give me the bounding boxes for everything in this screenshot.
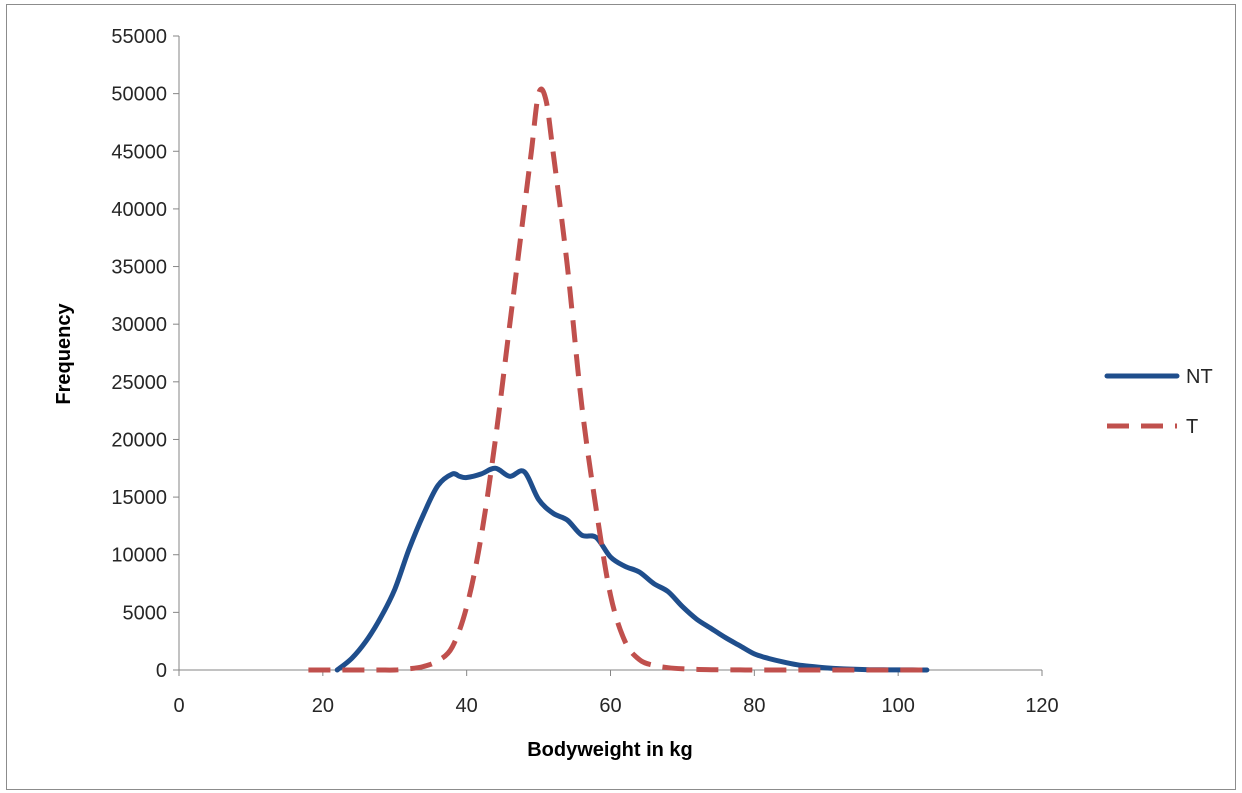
y-tick-label: 0 (156, 660, 167, 682)
legend-label-t: T (1186, 416, 1198, 438)
x-tick-label: 100 (881, 695, 914, 717)
x-tick-label: 80 (743, 695, 765, 717)
y-tick-label: 25000 (111, 372, 167, 394)
y-tick-label: 35000 (111, 257, 167, 279)
y-tick-label: 20000 (111, 429, 167, 451)
y-tick-label: 30000 (111, 314, 167, 336)
x-axis-ticks: 0 20 40 60 80 100 120 (173, 670, 1059, 717)
series-line-t (308, 86, 927, 673)
y-tick-label: 10000 (111, 545, 167, 567)
y-tick-label: 5000 (123, 602, 168, 624)
legend-label-nt: NT (1186, 366, 1213, 388)
y-tick-label: 15000 (111, 487, 167, 509)
x-tick-label: 40 (456, 695, 478, 717)
legend: NT T (1104, 366, 1213, 438)
x-tick-label: 60 (599, 695, 621, 717)
y-tick-label: 40000 (111, 199, 167, 221)
axes (178, 36, 1042, 671)
y-tick-label: 55000 (111, 26, 167, 48)
series-line-nt (334, 465, 930, 673)
y-tick-label: 50000 (111, 84, 167, 106)
x-tick-label: 0 (173, 695, 184, 717)
x-axis-title: Bodyweight in kg (527, 739, 693, 761)
y-axis-title: Frequency (53, 303, 75, 405)
y-tick-label: 45000 (111, 141, 167, 163)
x-tick-label: 20 (312, 695, 334, 717)
y-axis-ticks: 0 5000 10000 15000 20000 25000 30000 35000 40000… (111, 26, 179, 682)
chart-frame (6, 4, 1236, 790)
x-tick-label: 120 (1025, 695, 1058, 717)
series-layer (308, 86, 930, 673)
